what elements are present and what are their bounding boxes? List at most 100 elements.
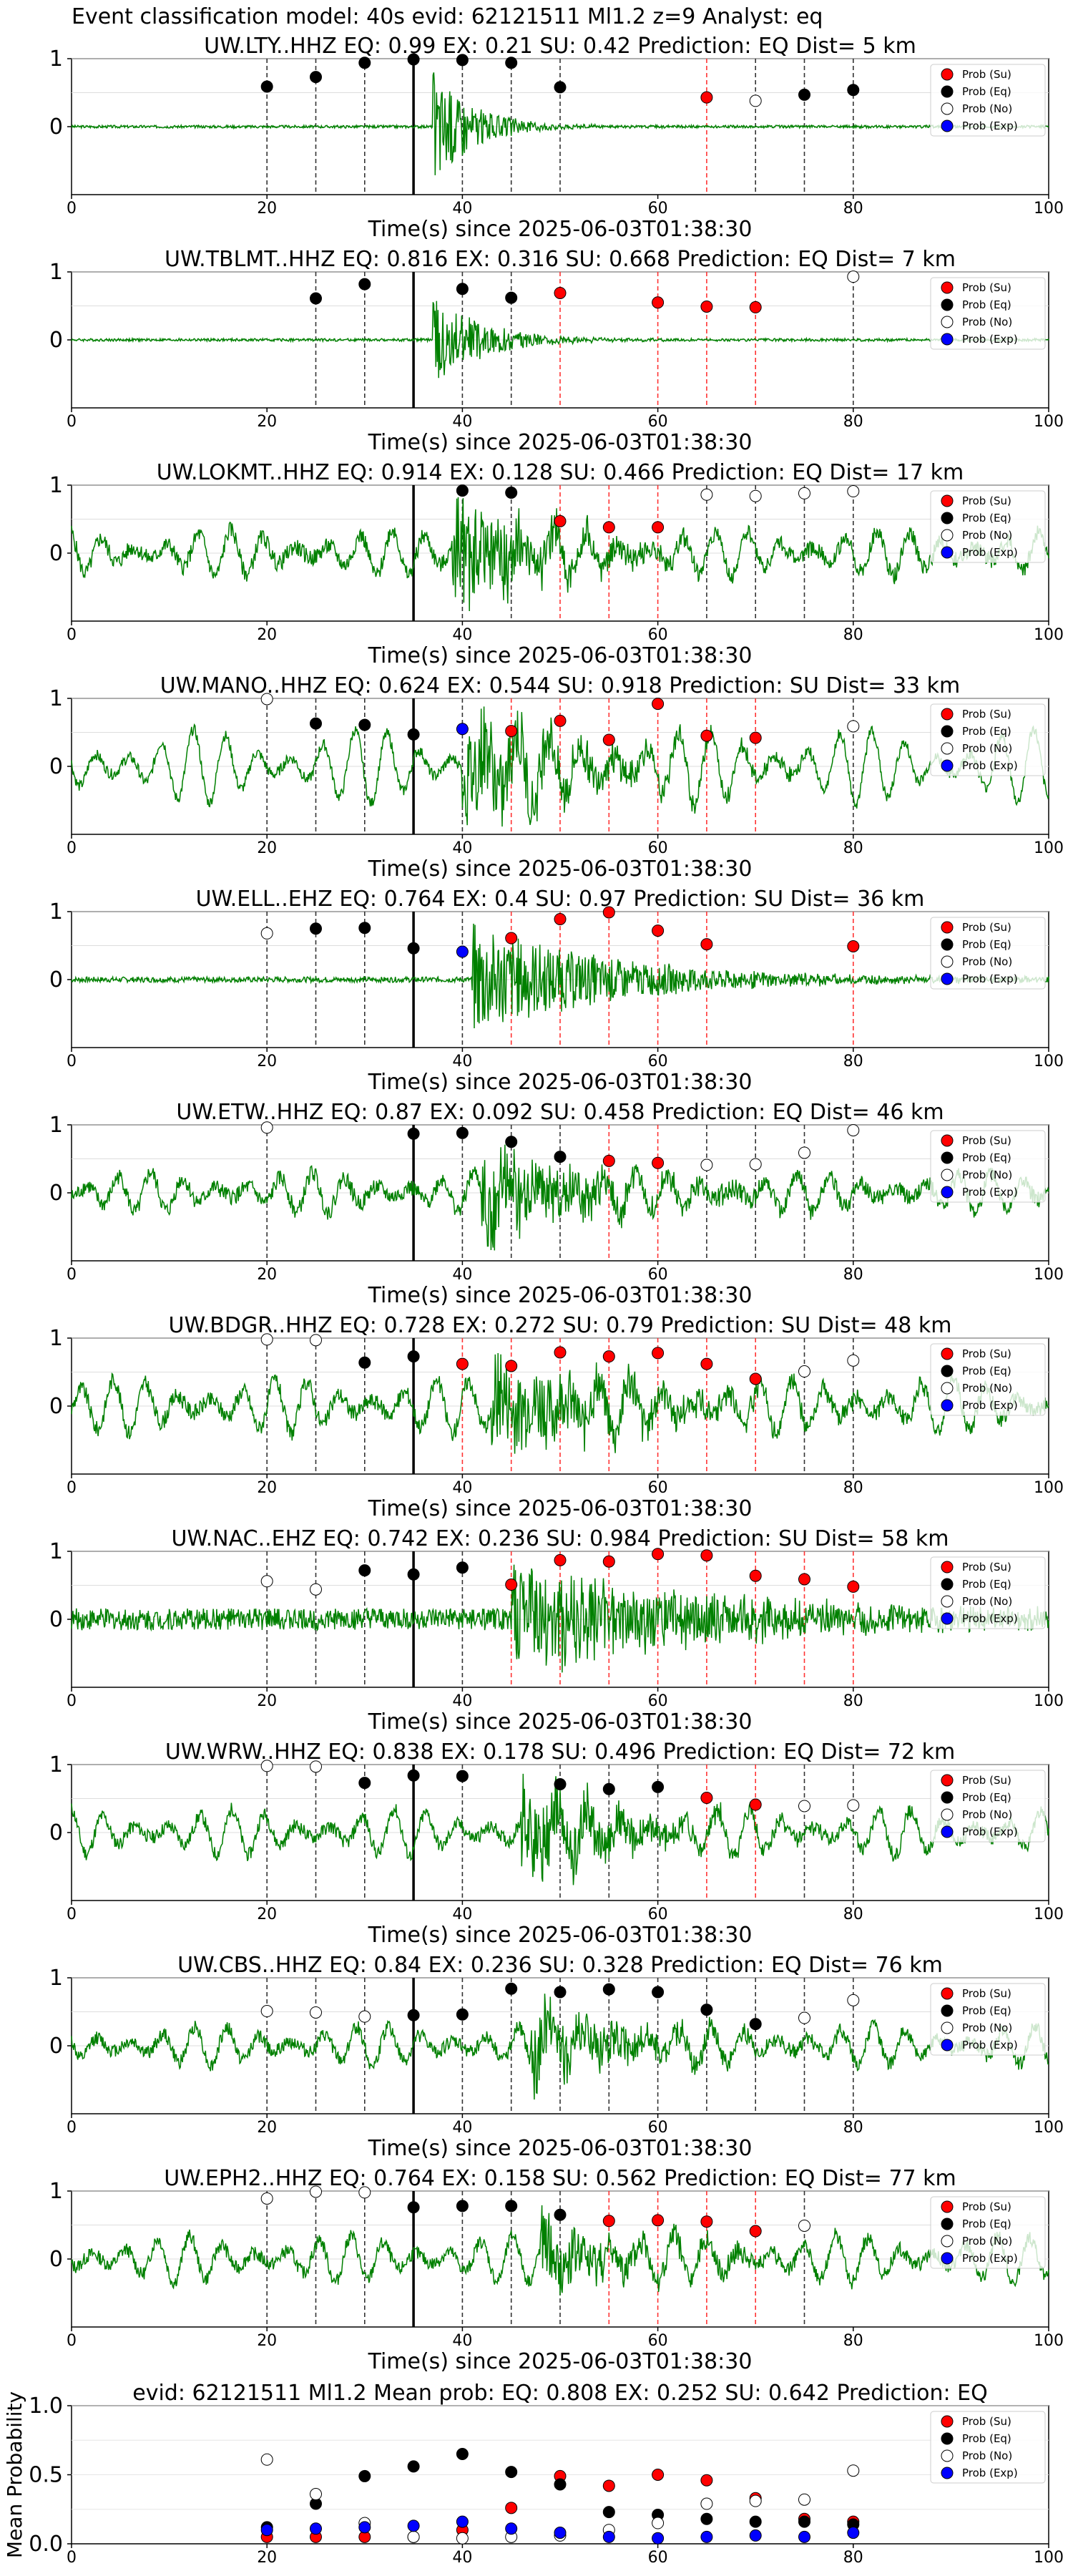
prob-marker-su — [700, 729, 713, 742]
mean-prob-marker-exp — [700, 2530, 713, 2543]
legend-label-no: Prob (No) — [962, 1169, 1012, 1181]
y-tick-label: 1 — [49, 1326, 63, 1351]
legend-marker-exp — [941, 333, 954, 346]
x-tick-label: 80 — [843, 839, 863, 857]
x-tick-label: 100 — [1034, 1053, 1064, 1070]
legend-label-eq: Prob (Eq) — [962, 85, 1011, 98]
prob-marker-su — [602, 1555, 615, 1568]
figure-suptitle: Event classification model: 40s evid: 62… — [72, 4, 823, 29]
prob-marker-no — [358, 2010, 371, 2023]
y-tick-label: 1 — [49, 1539, 63, 1564]
x-tick-label: 100 — [1034, 2549, 1064, 2567]
mean-prob-marker-eq — [602, 2506, 615, 2519]
prob-marker-su — [652, 1548, 665, 1561]
prob-marker-eq — [407, 1350, 420, 1363]
x-tick-label: 0 — [67, 1906, 77, 1923]
legend-marker-su — [941, 2415, 954, 2428]
legend-marker-su — [941, 2200, 954, 2213]
subplot-title: evid: 62121511 Ml1.2 Mean prob: EQ: 0.80… — [132, 2381, 987, 2406]
x-tick-label: 20 — [257, 1053, 277, 1070]
prob-marker-eq — [456, 484, 469, 497]
legend-label-eq: Prob (Eq) — [962, 938, 1011, 951]
x-tick-label: 20 — [257, 1692, 277, 1710]
legend-box — [930, 917, 1046, 990]
x-tick-label: 0 — [67, 413, 77, 431]
waveform-trace — [71, 72, 1049, 175]
x-tick-label: 60 — [648, 200, 668, 218]
x-tick-label: 80 — [843, 2549, 863, 2567]
x-tick-label: 0 — [67, 839, 77, 857]
legend-label-exp: Prob (Exp) — [962, 546, 1018, 559]
prob-marker-eq — [310, 922, 322, 935]
legend-marker-exp — [941, 759, 954, 772]
legend-label-no: Prob (No) — [962, 2235, 1012, 2248]
prob-marker-exp — [456, 945, 469, 958]
prob-marker-no — [260, 1121, 273, 1134]
legend-marker-eq — [941, 725, 954, 738]
mean-prob-marker-su — [700, 2474, 713, 2487]
x-tick-label: 60 — [648, 1692, 668, 1710]
legend-label-su: Prob (Su) — [962, 921, 1011, 934]
mean-prob-marker-su — [652, 2469, 665, 2481]
legend-box — [930, 2196, 1046, 2269]
legend-label-eq: Prob (Eq) — [962, 2004, 1011, 2017]
mean-prob-marker-exp — [310, 2522, 322, 2535]
prob-marker-no — [798, 2011, 810, 2024]
x-tick-label: 100 — [1034, 2332, 1064, 2350]
legend-marker-exp — [941, 2039, 954, 2051]
x-tick-label: 20 — [257, 1479, 277, 1497]
prob-marker-su — [554, 714, 567, 727]
x-tick-label: 40 — [452, 1906, 472, 1923]
prob-marker-su — [456, 1357, 469, 1370]
legend-marker-no — [941, 1808, 954, 1821]
prob-marker-eq — [505, 1982, 518, 1995]
legend-label-exp: Prob (Exp) — [962, 1399, 1018, 1412]
legend-label-no: Prob (No) — [962, 742, 1012, 755]
prob-marker-eq — [407, 942, 420, 955]
legend-marker-su — [941, 281, 954, 294]
prob-marker-no — [358, 2186, 371, 2199]
y-tick-label: 1 — [49, 47, 63, 72]
waveform-trace — [71, 1994, 1049, 2100]
x-tick-label: 100 — [1034, 413, 1064, 431]
prob-marker-su — [700, 2215, 713, 2228]
x-tick-label: 60 — [648, 839, 668, 857]
x-tick-label: 0 — [67, 2119, 77, 2137]
prob-marker-eq — [456, 2008, 469, 2021]
mean-prob-marker-exp — [652, 2532, 665, 2545]
prob-marker-su — [847, 1580, 860, 1593]
legend-box — [930, 1770, 1046, 1843]
subplot-6: UW.ETW..HHZ EQ: 0.87 EX: 0.092 SU: 0.458… — [49, 1100, 1064, 1308]
legend-label-no: Prob (No) — [962, 2449, 1012, 2462]
legend-label-no: Prob (No) — [962, 102, 1012, 115]
prob-marker-su — [602, 1154, 615, 1167]
x-tick-label: 100 — [1034, 839, 1064, 857]
x-tick-label: 100 — [1034, 2119, 1064, 2137]
prob-marker-su — [749, 1372, 762, 1385]
prob-marker-eq — [407, 1769, 420, 1782]
legend-label-exp: Prob (Exp) — [962, 2039, 1018, 2051]
legend-marker-eq — [941, 2004, 954, 2017]
y-tick-label: 1 — [49, 899, 63, 924]
legend-marker-exp — [941, 1399, 954, 1412]
legend-label-su: Prob (Su) — [962, 1347, 1011, 1360]
legend-label-eq: Prob (Eq) — [962, 1578, 1011, 1591]
y-tick-label: 1 — [49, 2179, 63, 2204]
prob-marker-su — [652, 521, 665, 534]
prob-marker-no — [310, 1334, 322, 1347]
prob-marker-eq — [505, 291, 518, 304]
mean-prob-marker-exp — [602, 2530, 615, 2543]
subplot-title: UW.TBLMT..HHZ EQ: 0.816 EX: 0.316 SU: 0.… — [165, 247, 956, 272]
legend-label-exp: Prob (Exp) — [962, 2467, 1018, 2479]
prob-marker-no — [798, 487, 810, 499]
mean-prob-marker-no — [749, 2494, 762, 2507]
mean-prob-marker-exp — [260, 2524, 273, 2537]
legend-marker-su — [941, 494, 954, 507]
x-tick-label: 40 — [452, 413, 472, 431]
x-tick-label: 80 — [843, 1266, 863, 1284]
mean-prob-marker-eq — [749, 2515, 762, 2528]
prob-marker-su — [652, 1347, 665, 1360]
legend-marker-no — [941, 955, 954, 968]
x-tick-label: 20 — [257, 839, 277, 857]
